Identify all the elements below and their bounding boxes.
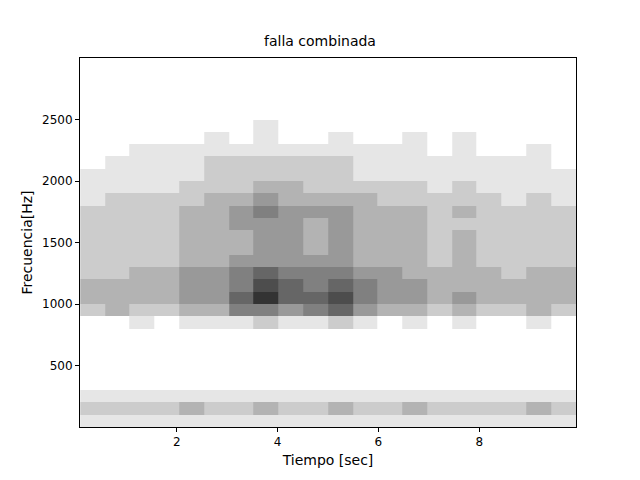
svg-text:2000: 2000	[42, 174, 73, 188]
svg-text:1500: 1500	[42, 236, 73, 250]
svg-text:8: 8	[475, 435, 483, 449]
svg-text:Tiempo [sec]: Tiempo [sec]	[282, 452, 374, 468]
svg-text:2500: 2500	[42, 113, 73, 127]
svg-text:4: 4	[274, 435, 282, 449]
svg-text:6: 6	[375, 435, 383, 449]
svg-text:falla combinada: falla combinada	[264, 33, 376, 49]
svg-text:2: 2	[173, 435, 181, 449]
svg-text:Frecuencia[Hz]: Frecuencia[Hz]	[19, 190, 35, 294]
svg-text:1000: 1000	[42, 297, 73, 311]
svg-text:500: 500	[50, 359, 73, 373]
